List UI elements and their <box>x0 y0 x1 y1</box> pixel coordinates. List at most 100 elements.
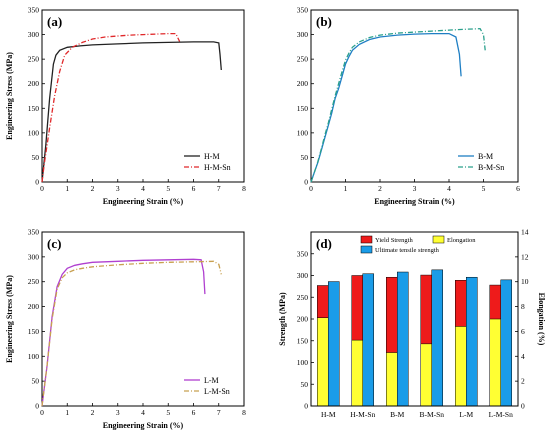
y-tick-label: 150 <box>28 327 40 336</box>
x-tick-label: 8 <box>242 408 246 417</box>
x-tick-label: H-M <box>321 410 336 419</box>
bar-ultimate-tensile-strength <box>466 276 478 407</box>
y-tick-label: 200 <box>28 79 40 88</box>
panel-1: 0 1 2 3 4 5 6 0 50 100 150 200 250 300 350 Engineering … <box>297 6 520 207</box>
panel-label: (b) <box>316 14 332 29</box>
x-tick-label: 2 <box>91 408 95 417</box>
legend-label: H-M-Sn <box>204 163 231 172</box>
y2-tick-label: 12 <box>521 252 529 261</box>
x-tick-label: 4 <box>447 184 451 193</box>
legend-swatch <box>432 235 445 244</box>
y-tick-label: 250 <box>297 293 309 302</box>
x-tick-label: 5 <box>482 184 486 193</box>
bar-ultimate-tensile-strength <box>328 281 340 407</box>
x-tick-label: 1 <box>65 184 69 193</box>
y-axis-label: Engineering Stress (MPa) <box>5 275 14 363</box>
y-axis-label: Strength (MPa) <box>278 292 287 346</box>
y-tick-label: 50 <box>32 377 40 386</box>
x-tick-label: 7 <box>217 184 221 193</box>
series-line-b-m <box>310 32 462 183</box>
y-tick-label: 50 <box>301 153 309 162</box>
legend-label: L-M-Sn <box>204 387 230 396</box>
y-tick-label: 150 <box>28 104 40 113</box>
y-tick-label: 50 <box>301 380 309 389</box>
y-tick-label: 300 <box>28 30 40 39</box>
legend-label: Elongation <box>447 237 476 244</box>
x-tick-label: 5 <box>166 408 170 417</box>
series-line-l-m-sn <box>41 260 222 407</box>
y-tick-label: 0 <box>304 178 308 187</box>
panel-2: 0 1 2 3 4 5 6 7 8 0 50 100 150 200 250 300 350 Engineerin… <box>5 228 246 431</box>
x-tick-label: B-M <box>390 410 405 419</box>
x-tick-label: 4 <box>141 184 145 193</box>
y-tick-label: 200 <box>297 79 309 88</box>
bar-elongation <box>351 339 363 407</box>
x-tick-label: 6 <box>192 408 196 417</box>
legend-label: B-M-Sn <box>478 163 504 172</box>
x-tick-label: 7 <box>217 408 221 417</box>
plot-frame-3 <box>310 231 519 407</box>
x-tick-label: 5 <box>166 184 170 193</box>
y2-tick-label: 6 <box>521 327 525 336</box>
x-tick-label: 0 <box>40 408 44 417</box>
x-tick-label: 3 <box>116 408 120 417</box>
y-tick-label: 250 <box>28 55 40 64</box>
y-tick-label: 350 <box>297 249 309 258</box>
y2-tick-label: 14 <box>521 228 529 237</box>
bar-ultimate-tensile-strength <box>500 279 512 407</box>
y-tick-label: 0 <box>304 402 308 411</box>
panel-3: H-M H-M-Sn B-M B-M-Sn L-M L-M-Sn0501001502002… <box>278 228 546 420</box>
bar-elongation <box>455 326 467 407</box>
y-tick-label: 200 <box>297 315 309 324</box>
y2-tick-label: 4 <box>521 352 525 361</box>
y-tick-label: 0 <box>35 402 39 411</box>
legend-label: B-M <box>478 152 493 161</box>
legend-label: Ultimate tensile strength <box>375 247 440 254</box>
y-tick-label: 350 <box>297 6 309 15</box>
x-tick-label: 3 <box>116 184 120 193</box>
legend-swatch <box>360 245 373 254</box>
x-tick-label: 8 <box>242 184 246 193</box>
x-tick-label: 2 <box>378 184 382 193</box>
bar-ultimate-tensile-strength <box>431 269 443 407</box>
y2-tick-label: 8 <box>521 302 525 311</box>
panel-label: (d) <box>316 236 332 251</box>
y-tick-label: 150 <box>297 336 309 345</box>
legend-label: Yield Strength <box>375 237 413 244</box>
y-tick-label: 350 <box>28 228 40 237</box>
x-tick-label: L-M-Sn <box>489 410 513 419</box>
y-tick-label: 250 <box>297 55 309 64</box>
y-tick-label: 300 <box>297 30 309 39</box>
x-tick-label: 0 <box>40 184 44 193</box>
y-tick-label: 0 <box>35 178 39 187</box>
x-tick-label: 1 <box>65 408 69 417</box>
series-line-b-m-sn <box>310 28 486 183</box>
y-tick-label: 300 <box>297 271 309 280</box>
y2-tick-label: 0 <box>521 402 525 411</box>
panel-label: (a) <box>47 14 62 29</box>
bar-elongation <box>489 318 501 407</box>
x-tick-label: 6 <box>192 184 196 193</box>
bar-elongation <box>317 317 329 407</box>
series-line-l-m <box>41 258 206 407</box>
y-tick-label: 200 <box>28 302 40 311</box>
y2-tick-label: 2 <box>521 377 525 386</box>
bar-ultimate-tensile-strength <box>397 271 409 407</box>
x-tick-label: 3 <box>413 184 417 193</box>
y-tick-label: 100 <box>297 128 309 137</box>
y-tick-label: 250 <box>28 277 40 286</box>
bar-ultimate-tensile-strength <box>362 273 374 407</box>
y-tick-label: 100 <box>297 358 309 367</box>
legend-swatch <box>360 235 373 244</box>
bar-elongation <box>386 352 398 407</box>
y-axis-label: Engineering Stress (MPa) <box>5 52 14 140</box>
x-axis-label: Engineering Strain (%) <box>103 421 184 430</box>
bar-elongation <box>420 343 432 407</box>
x-tick-label: 4 <box>141 408 145 417</box>
y2-axis-label: Elongation (%) <box>537 293 546 346</box>
x-tick-label: L-M <box>459 410 473 419</box>
y-tick-label: 50 <box>32 153 40 162</box>
x-tick-label: B-M-Sn <box>419 410 444 419</box>
legend-label: L-M <box>204 376 219 385</box>
